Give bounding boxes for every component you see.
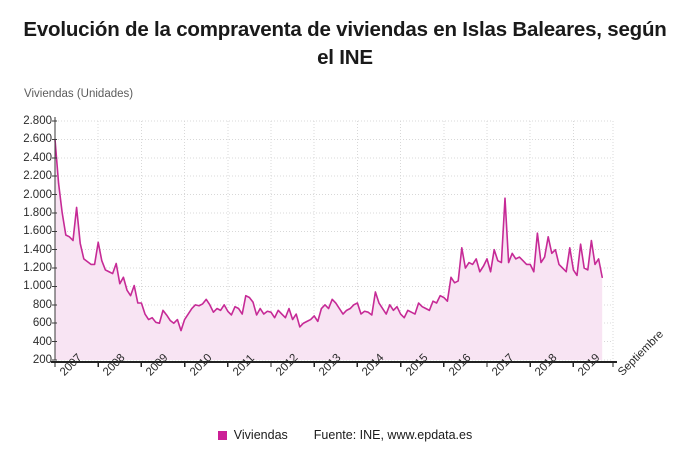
chart-legend: Viviendas Fuente: INE, www.epdata.es [0, 428, 690, 442]
legend-series-label: Viviendas [233, 428, 288, 442]
x-tick-label: 2016 [446, 351, 474, 379]
y-axis-caption: Viviendas (Unidades) [24, 88, 134, 100]
y-tick-label: 1.800 [23, 206, 52, 219]
x-tick-label: 2009 [144, 351, 171, 379]
x-tick-label: 2007 [58, 351, 85, 379]
x-tick-label: 2018 [533, 351, 560, 379]
series-line-viviendas [54, 138, 603, 332]
title-block: Evolución de la compraventa de viviendas… [20, 16, 670, 71]
x-tick-label: 2015 [403, 351, 431, 379]
y-tick-label: 2.200 [23, 170, 52, 183]
x-tick-label: 2012 [274, 351, 301, 379]
legend-item-viviendas: Viviendas [217, 428, 288, 442]
page-title: Evolución de la compraventa de viviendas… [23, 18, 667, 69]
x-tick-label: 2011 [230, 352, 257, 379]
y-tick-label: 2.400 [23, 151, 52, 164]
y-tick-label: 1.200 [23, 262, 52, 275]
x-tick-label: Septiembre [616, 328, 667, 379]
series-area-fill [55, 139, 603, 360]
y-axis-tick-labels: 2.800 2.600 2.400 2.200 2.000 1.800 1.600 1.400… [0, 0, 52, 465]
x-tick-label: 2019 [576, 351, 603, 379]
y-tick-label: 2.000 [23, 188, 52, 201]
x-tick-label: 2017 [490, 351, 517, 379]
y-tick-label: 1.400 [23, 243, 52, 256]
y-tick-label: 200 [32, 354, 52, 366]
y-tick-label: 2.600 [23, 133, 52, 146]
y-tick-label: 1.600 [23, 225, 52, 238]
y-tick-label: 800 [32, 298, 52, 311]
y-tick-label: 400 [32, 335, 52, 348]
x-tick-label: 2014 [360, 351, 387, 379]
y-tick-label: 600 [32, 317, 52, 330]
source-attribution: Fuente: INE, www.epdata.es [313, 428, 473, 442]
y-tick-label: 2.800 [23, 115, 52, 127]
y-tick-label: 1.000 [23, 280, 52, 293]
x-tick-label: 2010 [187, 351, 215, 379]
legend-color-swatch-icon [217, 430, 227, 440]
x-tick-label: 2008 [101, 351, 128, 379]
x-tick-label: 2013 [317, 351, 344, 379]
